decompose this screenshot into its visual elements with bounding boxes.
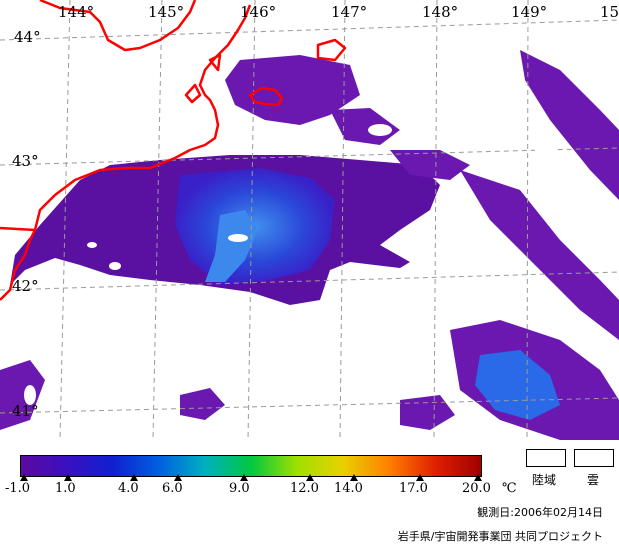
coastline: [0, 0, 347, 301]
credit-text: 岩手県/宇宙開発事業団 共同プロジェクト: [397, 530, 603, 543]
lon-label-150: 15: [600, 3, 619, 21]
lat-label-44: 44°: [14, 28, 41, 46]
lon-label-148: 148°: [422, 3, 459, 21]
lat-label-43: 43°: [12, 152, 39, 170]
cloud-patches: [24, 105, 583, 405]
sst-region-warmest: [205, 210, 258, 282]
temperature-colorbar: [20, 455, 482, 477]
sst-patch-ne1: [520, 50, 619, 200]
colorbar-unit: ℃: [502, 481, 517, 496]
legend-cloud-label: 雲: [587, 473, 600, 487]
lon-label-145: 145°: [148, 3, 185, 21]
colorbar-tick-marks: [20, 474, 482, 481]
legend-land-swatch: [526, 449, 566, 467]
colorbar-tick-label: -1.0: [5, 481, 31, 496]
legend-land-label: 陸域: [532, 473, 557, 487]
observation-date: 観測日:2006年02月14日: [477, 506, 603, 519]
graticule: [0, 0, 619, 440]
sea-surface-temperature-map: [0, 0, 619, 440]
sst-patch-s2: [400, 395, 455, 430]
colorbar-tick-label: 20.0: [462, 481, 491, 496]
colorbar-tick-label: 17.0: [399, 481, 428, 496]
colorbar-tick-label: 12.0: [290, 481, 319, 496]
sst-patch-e: [390, 150, 470, 180]
lat-label-42: 42°: [12, 277, 39, 295]
lon-label-144: 144°: [58, 3, 95, 21]
legend-cloud-swatch: [574, 449, 614, 467]
lon-label-146: 146°: [240, 3, 277, 21]
sst-patch-s: [180, 388, 225, 420]
lon-label-149: 149°: [511, 3, 548, 21]
colorbar-tick-label: 9.0: [229, 481, 250, 496]
sst-patch-se-warm: [475, 350, 560, 420]
colorbar-tick-label: 1.0: [55, 481, 76, 496]
colorbar-tick-label: 4.0: [118, 481, 139, 496]
lon-label-147: 147°: [331, 3, 368, 21]
sst-patch-north: [225, 55, 360, 125]
colorbar-tick-label: 14.0: [334, 481, 363, 496]
colorbar-tick-label: 6.0: [162, 481, 183, 496]
sst-patch-ne2: [460, 170, 619, 340]
lat-label-41: 41°: [12, 402, 39, 420]
